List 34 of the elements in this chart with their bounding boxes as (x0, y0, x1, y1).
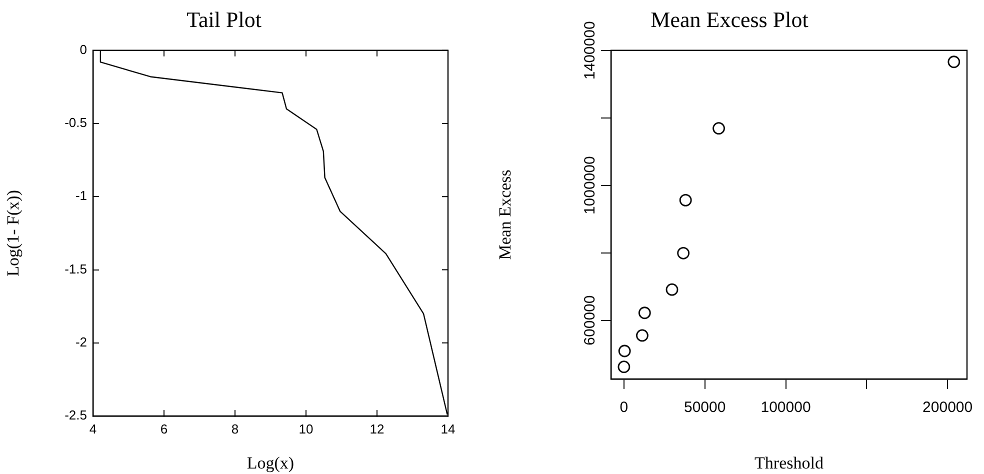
y-axis-title: Mean Excess (496, 170, 515, 260)
y-tick-label: 1000000 (582, 156, 599, 215)
x-tick-label: 8 (231, 421, 239, 436)
chart-title: Mean Excess Plot (650, 6, 808, 32)
y-tick-label: 1400000 (582, 21, 599, 80)
x-tick-label: 6 (160, 421, 168, 436)
y-tick-label: 0 (80, 42, 87, 57)
point (712, 122, 725, 135)
y-tick-label: -2 (75, 334, 87, 350)
y-tick-label: -1.5 (64, 261, 87, 276)
x-tick-label: 0 (620, 399, 628, 416)
y-tick-label: -1 (75, 188, 87, 204)
point (636, 329, 648, 342)
x-tick-label: 10 (298, 421, 314, 436)
point (677, 246, 690, 260)
x-axis-title: Threshold (754, 453, 824, 472)
x-tick-label: 14 (440, 421, 456, 436)
point (666, 283, 678, 296)
x-tick-label: 100000 (760, 399, 811, 416)
point (638, 306, 651, 320)
x-tick-label: 12 (370, 421, 384, 436)
point (948, 56, 960, 68)
x-axis-title: Log(x) (246, 453, 294, 472)
x-tick-label: 50000 (684, 399, 726, 416)
point (618, 360, 630, 374)
y-tick-label: -2.5 (64, 408, 87, 423)
point (618, 344, 631, 358)
y-axis-title: Log(1- F(x)) (4, 190, 23, 276)
y-tick-label: 600000 (582, 295, 599, 346)
x-tick-label: 4 (89, 421, 97, 436)
chart-title: Tail Plot (186, 6, 262, 32)
x-tick-label: 200000 (922, 399, 973, 416)
y-tick-label: -0.5 (64, 115, 87, 130)
point (679, 194, 692, 206)
